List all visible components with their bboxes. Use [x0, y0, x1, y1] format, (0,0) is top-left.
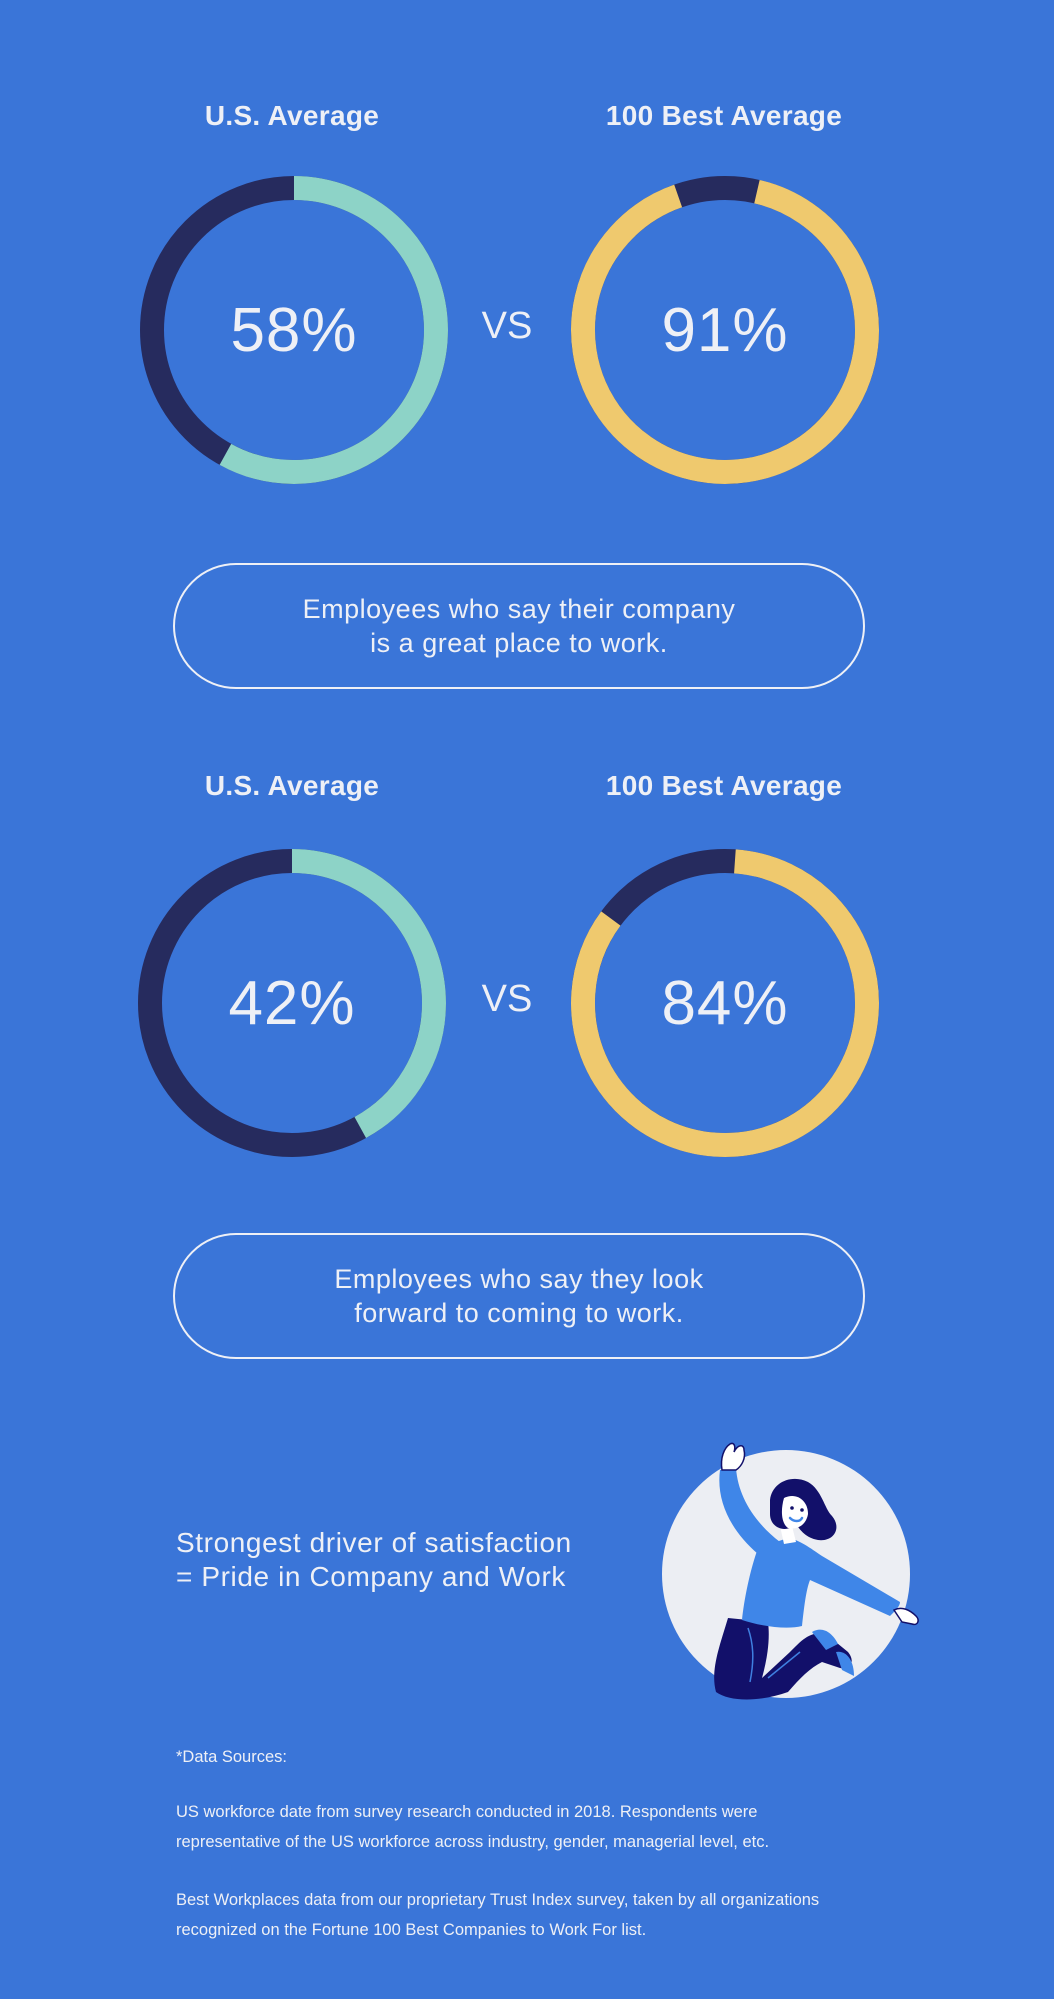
donut-chart-us-42	[138, 849, 446, 1157]
sources-p1-line2: representative of the US workforce acros…	[176, 1833, 770, 1851]
data-source-best: Best Workplaces data from our proprietar…	[176, 1885, 896, 1945]
section2-caption-box: Employees who say they look forward to c…	[173, 1233, 865, 1359]
section2-vs-label: VS	[481, 978, 533, 1020]
section1-caption-line1: Employees who say their company	[302, 594, 736, 624]
section1-best-donut: 91%	[565, 170, 885, 490]
data-source-us: US workforce date from survey research c…	[176, 1797, 896, 1857]
section1-vs-label: VS	[481, 305, 533, 347]
section1-best-title: 100 Best Average	[605, 100, 843, 131]
section2-caption-line1: Employees who say they look	[334, 1264, 704, 1294]
section1-best-value: 91%	[661, 295, 789, 365]
sources-heading: *Data Sources:	[176, 1748, 287, 1766]
donut-chart-us-58	[140, 176, 448, 484]
section1-us-title: U.S. Average	[204, 100, 380, 131]
jumping-woman-illustration	[650, 1430, 930, 1720]
driver-line2: = Pride in Company and Work	[176, 1561, 566, 1592]
section1-caption-box: Employees who say their company is a gre…	[173, 563, 865, 689]
data-sources: *Data Sources:	[176, 1742, 896, 1772]
section2-best-value: 84%	[661, 968, 789, 1038]
section2-best-title: 100 Best Average	[605, 770, 843, 801]
section1-us-value: 58%	[230, 295, 358, 365]
section2-caption-line2: forward to coming to work.	[354, 1298, 684, 1328]
donut-chart-best-84	[571, 848, 879, 1157]
sources-p1-line1: US workforce date from survey research c…	[176, 1803, 758, 1821]
section2-us-value: 42%	[228, 968, 356, 1038]
driver-line1: Strongest driver of satisfaction	[176, 1527, 572, 1558]
section2-us-donut: 42%	[132, 843, 452, 1163]
section2-best-donut: 84%	[565, 843, 885, 1163]
section2-us-title: U.S. Average	[204, 770, 380, 801]
section1-us-donut: 58%	[134, 170, 454, 490]
section1-caption-line2: is a great place to work.	[370, 628, 668, 658]
sources-p2-line2: recognized on the Fortune 100 Best Compa…	[176, 1921, 647, 1939]
donut-chart-best-91	[571, 176, 879, 484]
sources-p2-line1: Best Workplaces data from our proprietar…	[176, 1891, 820, 1909]
driver-statement: Strongest driver of satisfaction = Pride…	[176, 1526, 572, 1594]
